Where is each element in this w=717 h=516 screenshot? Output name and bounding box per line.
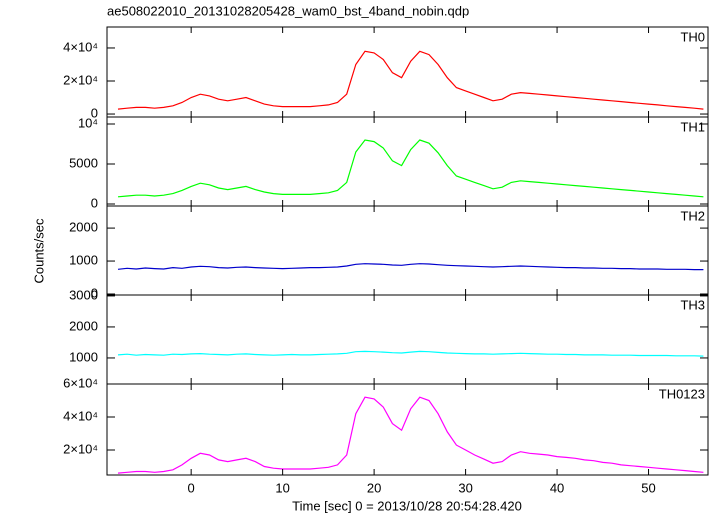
y-tick-label: 1000	[69, 252, 98, 267]
y-axis-label: Counts/sec	[31, 218, 46, 284]
x-tick-label: 40	[550, 480, 564, 495]
y-tick-label: 2000	[69, 220, 98, 235]
data-line	[117, 350, 704, 357]
panel-label: TH2	[680, 208, 705, 223]
panel-frame	[106, 383, 709, 476]
x-axis-label: Time [sec] 0 = 2013/10/28 20:54:28.420	[292, 498, 522, 513]
y-tick-label: 10⁴	[78, 115, 98, 130]
data-line	[117, 139, 704, 198]
y-tick-label: 5000	[69, 155, 98, 170]
x-tick-label: 10	[275, 480, 289, 495]
data-line	[117, 263, 704, 271]
y-tick-label: 0	[91, 105, 98, 120]
y-tick-label: 0	[91, 195, 98, 210]
panel-label: TH3	[680, 297, 705, 312]
y-tick-label: 4×10⁴	[63, 39, 98, 54]
data-line	[117, 50, 704, 110]
y-tick-label: 3000	[69, 287, 98, 302]
y-tick-label: 2×10⁴	[63, 72, 98, 87]
y-tick-label: 6×10⁴	[63, 375, 98, 390]
y-tick-label: 2×10⁴	[63, 441, 98, 456]
panel-frame	[106, 205, 709, 296]
x-tick-label: 50	[641, 480, 655, 495]
y-tick-label: 2000	[69, 318, 98, 333]
panel-frame	[106, 26, 709, 118]
panel-label: TH0	[680, 29, 705, 44]
chart-title: ae508022010_20131028205428_wam0_bst_4ban…	[107, 3, 469, 18]
x-tick-label: 0	[188, 480, 195, 495]
x-tick-label: 30	[458, 480, 472, 495]
panel-label: TH1	[680, 119, 705, 134]
panel-frame	[106, 116, 709, 207]
data-line	[117, 396, 704, 474]
x-tick-label: 20	[367, 480, 381, 495]
panel-label: TH0123	[659, 386, 705, 401]
y-tick-label: 0	[91, 285, 98, 300]
panel-frame	[106, 294, 709, 385]
y-tick-label: 4×10⁴	[63, 408, 98, 423]
y-tick-label: 1000	[69, 349, 98, 364]
